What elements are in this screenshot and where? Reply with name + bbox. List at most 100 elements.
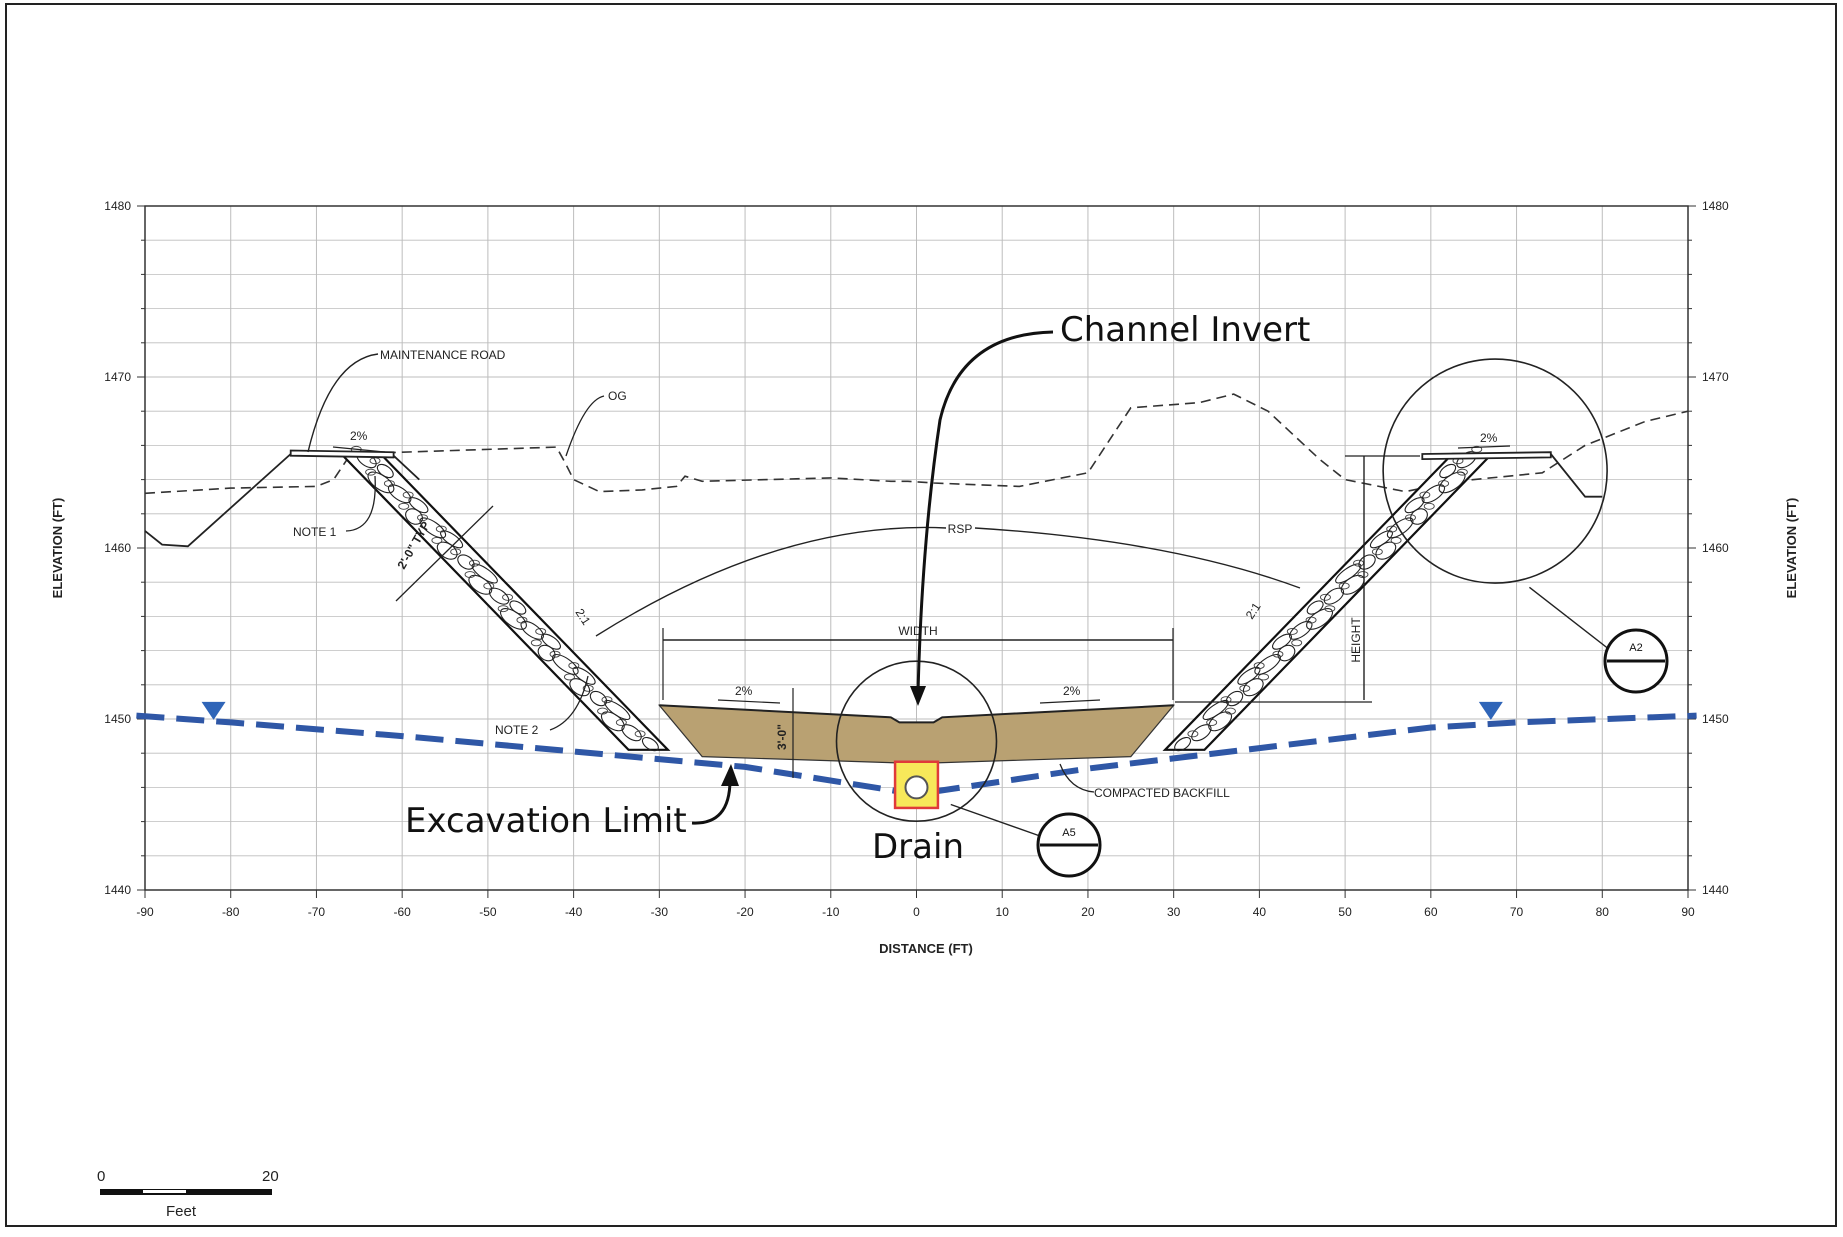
right-slope-ratio: 2:1 xyxy=(1243,600,1264,622)
right-riprap-rock xyxy=(1404,497,1425,514)
left-riprap-rock-small xyxy=(398,502,410,510)
water-surface-marker-right xyxy=(1478,701,1503,720)
y-tick-label: 1440 xyxy=(104,883,131,897)
left-riprap-rock-small xyxy=(535,627,547,635)
left-road-slope: 2% xyxy=(350,429,368,443)
right-riprap-rock-small xyxy=(1386,525,1398,533)
x-tick-label: 10 xyxy=(996,905,1010,919)
height-dimension: HEIGHT xyxy=(1175,455,1420,703)
left-riprap-rock-small xyxy=(365,468,377,476)
detail-leader-a2 xyxy=(1528,586,1611,651)
note1-label: NOTE 1 xyxy=(293,525,337,539)
channel-invert-line xyxy=(659,704,1174,724)
left-riprap-rock-small xyxy=(530,639,542,647)
thickness-dimension-line xyxy=(395,505,494,602)
left-riprap-slope xyxy=(338,445,671,752)
left-riprap-rock xyxy=(604,699,631,721)
og-leader xyxy=(565,395,605,457)
right-riprap-rock-small xyxy=(1253,662,1265,670)
x-axis-ticks: -90 -80 -70 -60 -50 -40 -30 -20 -10 0 10 20 30 40 50 60… xyxy=(136,890,1695,919)
y-tick-label: 1480 xyxy=(1702,199,1729,213)
right-maintenance-road xyxy=(1421,451,1552,461)
x-tick-label: -60 xyxy=(393,905,411,919)
scale-bar-end: 20 xyxy=(262,1168,279,1185)
depth-label: 3'-0" xyxy=(775,724,789,750)
detail-leader-a5 xyxy=(950,803,1041,837)
left-riprap-rock xyxy=(488,587,510,605)
right-riprap-slope xyxy=(1162,445,1495,752)
left-riprap-rock-small xyxy=(502,593,514,601)
right-riprap-rock-small xyxy=(1324,605,1336,613)
channel-invert-callout: Channel Invert xyxy=(1060,310,1310,350)
left-riprap-rock-small xyxy=(634,730,646,738)
x-tick-label: 90 xyxy=(1681,905,1695,919)
right-riprap-rock xyxy=(1225,690,1244,707)
right-riprap-rock-small xyxy=(1456,468,1468,476)
right-riprap-rock xyxy=(1174,736,1192,752)
original-ground-line xyxy=(144,393,1689,495)
x-tick-label: -10 xyxy=(822,905,840,919)
left-riprap-rock xyxy=(641,736,659,752)
channel-invert-arrow xyxy=(916,330,1054,693)
right-riprap-rock xyxy=(1272,633,1293,650)
left-maintenance-road xyxy=(289,449,395,459)
rsp-leader-left xyxy=(595,526,947,637)
maintenance-road-leader xyxy=(307,353,379,453)
left-ground-line xyxy=(144,453,420,548)
y-axis-ticks-right: 1440 1450 1460 1470 1480 xyxy=(1688,199,1729,897)
right-riprap-rock xyxy=(1306,600,1324,615)
right-road-slope-arrow xyxy=(1457,445,1511,449)
right-riprap-rock xyxy=(1254,653,1281,675)
maintenance-road-label: MAINTENANCE ROAD xyxy=(380,348,506,362)
channel-invert-arrowhead xyxy=(910,686,926,706)
left-riprap-rock-small xyxy=(497,605,509,613)
water-surface-marker-left xyxy=(201,701,226,720)
page-border xyxy=(5,3,1837,1227)
height-label: HEIGHT xyxy=(1349,617,1363,663)
rsp-label: RSP xyxy=(948,522,973,536)
left-riprap-rock xyxy=(540,633,561,650)
y-axis-label-left: ELEVATION (FT) xyxy=(50,498,65,599)
right-riprap-rock xyxy=(1323,587,1345,605)
left-riprap-rock xyxy=(471,563,498,584)
note1-leader xyxy=(345,475,376,532)
left-riprap-rock xyxy=(376,463,394,479)
left-riprap-rock-small xyxy=(402,491,414,499)
x-axis-label: DISTANCE (FT) xyxy=(879,941,973,956)
right-riprap-rock-small xyxy=(1224,707,1236,715)
detail-a5-label: A5 xyxy=(1062,827,1075,839)
left-riprap-rock-small xyxy=(464,571,476,578)
right-riprap-rock-small xyxy=(1419,491,1431,499)
x-tick-label: 70 xyxy=(1510,905,1524,919)
left-riprap-rock-small xyxy=(597,707,609,715)
og-label: OG xyxy=(608,389,627,403)
x-tick-label: -40 xyxy=(565,905,583,919)
detail-bubble-a2: A2 xyxy=(1603,628,1669,694)
left-riprap-rock xyxy=(509,600,527,615)
x-tick-label: 40 xyxy=(1253,905,1267,919)
scale-bar: 0 20 Feet xyxy=(97,1168,279,1220)
width-label: WIDTH xyxy=(898,624,937,638)
right-riprap-rock-small xyxy=(1423,502,1435,510)
right-ground-line xyxy=(1550,453,1603,498)
right-riprap-rock-small xyxy=(1187,730,1199,738)
scale-bar-unit: Feet xyxy=(166,1203,197,1220)
excavation-limit-arrow xyxy=(691,779,732,825)
left-riprap-rock xyxy=(419,517,447,539)
y-tick-label: 1450 xyxy=(104,712,131,726)
y-tick-label: 1470 xyxy=(1702,370,1729,384)
right-road-slope: 2% xyxy=(1480,431,1498,445)
x-tick-label: 0 xyxy=(913,905,920,919)
left-riprap-rock-small xyxy=(435,525,447,533)
bottom-slope-left-arrow xyxy=(717,699,781,704)
width-dimension: WIDTH xyxy=(662,624,1174,700)
y-tick-label: 1460 xyxy=(1702,541,1729,555)
right-riprap-rock xyxy=(1335,563,1362,584)
left-riprap-rock xyxy=(552,653,579,675)
right-riprap-rock-small xyxy=(1319,593,1331,601)
right-riprap-rock xyxy=(1439,463,1457,479)
drain-callout: Drain xyxy=(872,827,964,867)
scale-bar-start: 0 xyxy=(97,1168,105,1185)
